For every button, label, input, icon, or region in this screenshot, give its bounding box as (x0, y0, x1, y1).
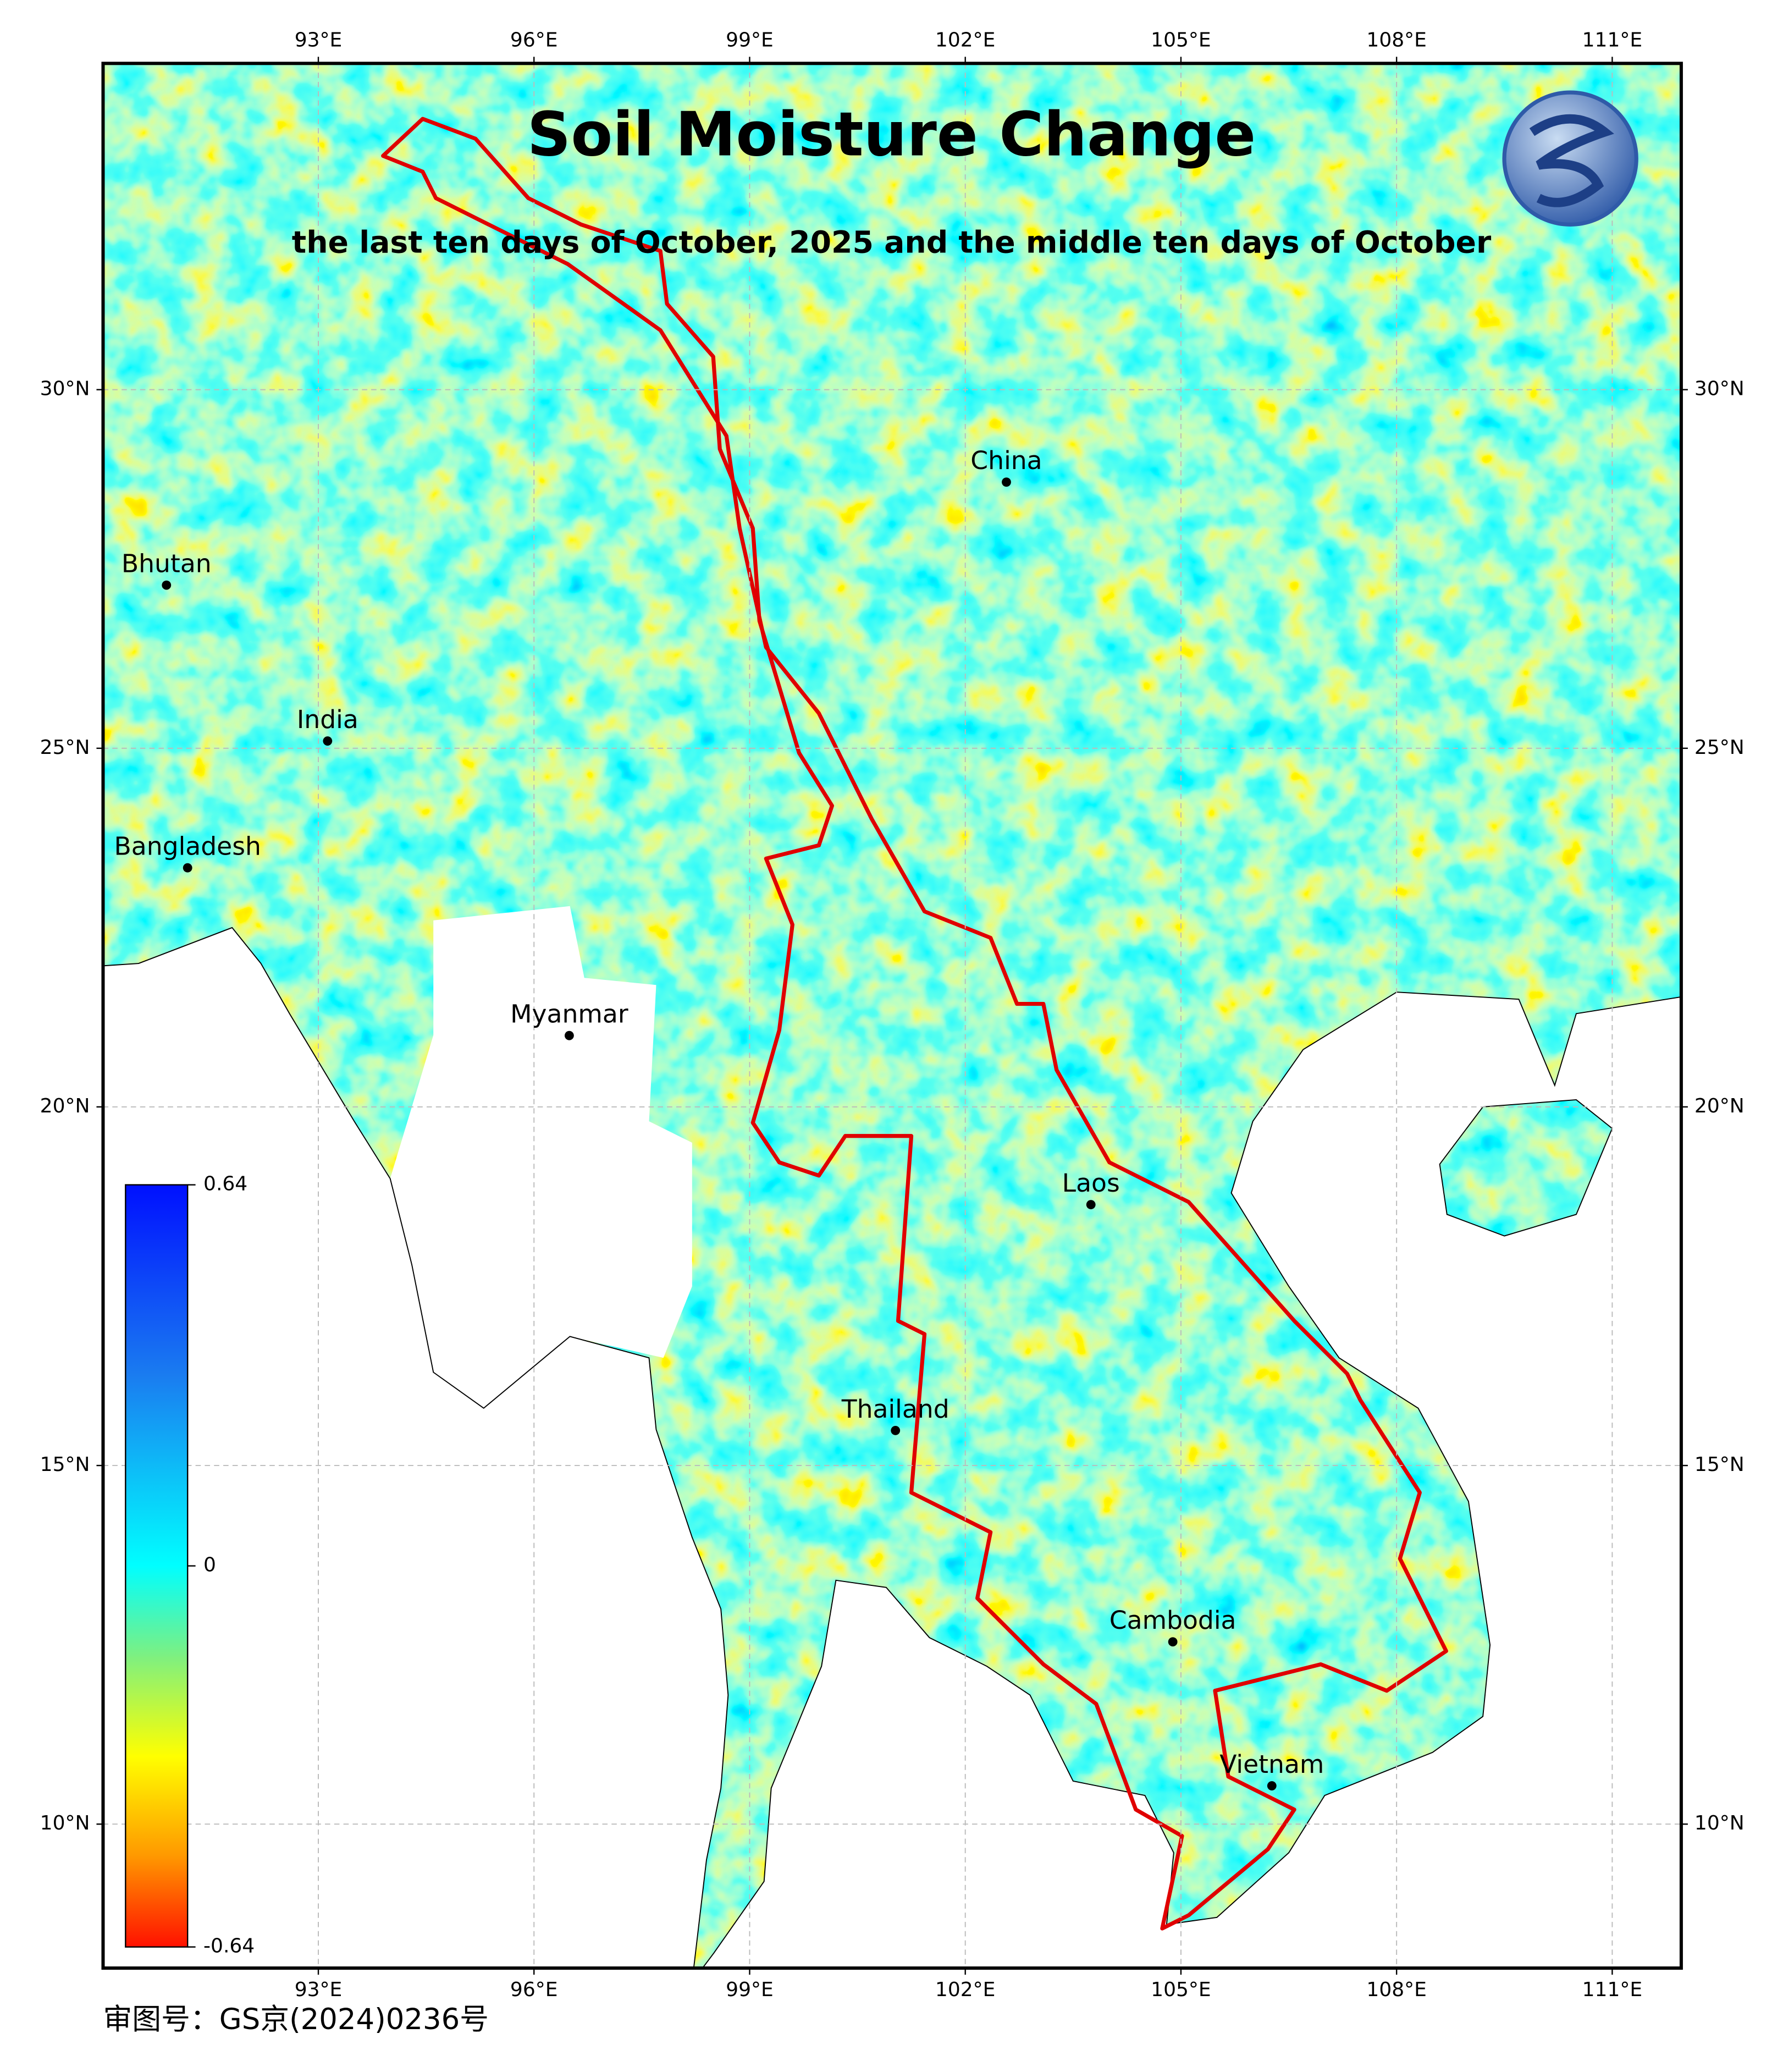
lat-tick-label: 30°N (40, 378, 90, 400)
mekong-basin-boundary (381, 117, 1448, 1931)
lon-tick-label: 111°E (1582, 29, 1643, 51)
lon-tick-label: 93°E (295, 29, 343, 51)
lat-tick-label: 20°N (40, 1095, 90, 1117)
lat-tick-label: 25°N (1694, 736, 1745, 759)
place-label: Thailand (841, 1395, 950, 1424)
colorbar-tick-label: 0.64 (203, 1173, 247, 1195)
lon-tick-label: 108°E (1366, 1979, 1427, 2001)
map-frame (101, 62, 1683, 1970)
colorbar-tick-label: 0 (203, 1554, 216, 1577)
map-title: Soil Moisture Change (527, 99, 1256, 170)
place-marker (323, 736, 333, 746)
place-marker (1267, 1781, 1277, 1790)
lat-tick-label: 20°N (1694, 1095, 1745, 1117)
lat-tick-label: 30°N (1694, 378, 1745, 400)
soil-moisture-field (103, 63, 1681, 1969)
place-label: China (970, 446, 1042, 475)
colorbar-tick-label: -0.64 (203, 1935, 255, 1958)
map-subtitle: the last ten days of October, 2025 and t… (292, 225, 1492, 261)
lon-tick-label: 111°E (1582, 1979, 1643, 2001)
place-marker (1168, 1637, 1178, 1647)
place-label: Bangladesh (114, 832, 261, 861)
logo (1502, 90, 1638, 227)
lat-tick-label: 15°N (40, 1453, 90, 1476)
place-marker (1002, 477, 1011, 487)
no-data-area (390, 906, 692, 1408)
place-label: Cambodia (1109, 1606, 1236, 1635)
lon-tick-label: 96°E (510, 29, 558, 51)
place-marker (891, 1426, 901, 1435)
lat-tick-label: 10°N (1694, 1812, 1745, 1834)
lon-tick-label: 93°E (295, 1979, 343, 2001)
lat-tick-label: 15°N (1694, 1453, 1745, 1476)
lon-tick-label: 105°E (1151, 29, 1211, 51)
place-label: India (297, 705, 358, 734)
place-label: Laos (1062, 1169, 1120, 1198)
place-marker (564, 1031, 574, 1040)
place-marker (162, 580, 172, 590)
map-area (103, 63, 1681, 1969)
lon-tick-label: 99°E (726, 1979, 774, 2001)
colorbar (125, 1184, 189, 1948)
lon-tick-label: 96°E (510, 1979, 558, 2001)
lon-tick-label: 99°E (726, 29, 774, 51)
coastline (1439, 1099, 1613, 1237)
place-marker (1086, 1200, 1096, 1210)
approval-number: 审图号：GS京(2024)0236号 (103, 2003, 489, 2036)
place-label: Vietnam (1219, 1750, 1324, 1779)
place-marker (183, 863, 192, 873)
lon-tick-label: 105°E (1151, 1979, 1211, 2001)
place-label: Bhutan (122, 549, 212, 578)
lon-tick-label: 102°E (935, 29, 996, 51)
lon-tick-label: 102°E (935, 1979, 996, 2001)
place-label: Myanmar (510, 1000, 628, 1029)
lat-tick-label: 10°N (40, 1812, 90, 1834)
lon-tick-label: 108°E (1366, 29, 1427, 51)
lat-tick-label: 25°N (40, 736, 90, 759)
coastline (103, 927, 1681, 1969)
